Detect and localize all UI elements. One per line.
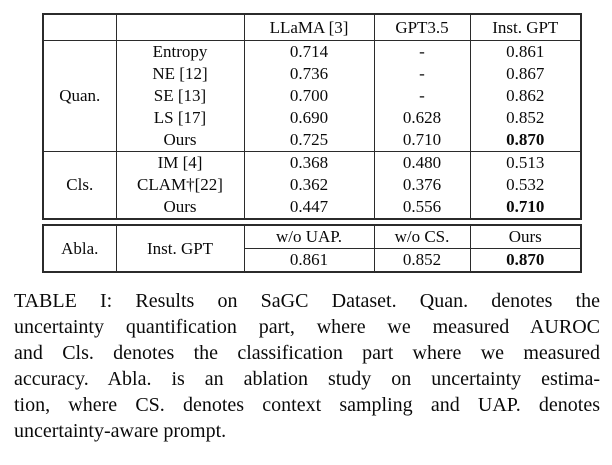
value-cell: 0.532 bbox=[469, 174, 582, 196]
method-label: SE [13] bbox=[115, 85, 245, 107]
results-table: LLaMA [3] GPT3.5 Inst. GPT Quan. Entropy… bbox=[42, 13, 582, 220]
table-row: Ours 0.447 0.556 0.710 bbox=[43, 196, 582, 219]
value-cell: 0.513 bbox=[469, 151, 582, 174]
ablation-model-label: Inst. GPT bbox=[115, 225, 245, 272]
table-row: CLAM†[22] 0.362 0.376 0.532 bbox=[43, 174, 582, 196]
table-row: LS [17] 0.690 0.628 0.852 bbox=[43, 107, 582, 129]
caption-line: uncertainty quantification part, where w… bbox=[14, 316, 600, 338]
table-row: Ours 0.725 0.710 0.870 bbox=[43, 129, 582, 152]
value-cell: 0.447 bbox=[243, 196, 375, 219]
header-empty-cell bbox=[42, 14, 117, 41]
value-cell: 0.690 bbox=[243, 107, 375, 129]
value-cell: 0.861 bbox=[243, 248, 375, 272]
header-llama: LLaMA [3] bbox=[243, 14, 375, 41]
header-gpt35: GPT3.5 bbox=[373, 14, 471, 41]
caption-line: uncertainty-aware prompt. bbox=[14, 420, 227, 442]
value-cell: 0.736 bbox=[243, 63, 375, 85]
paper-page: LLaMA [3] GPT3.5 Inst. GPT Quan. Entropy… bbox=[0, 13, 612, 465]
method-label: Ours bbox=[115, 129, 245, 152]
caption-line: TABLE I: Results on SaGC Dataset. Quan. … bbox=[14, 290, 600, 312]
value-cell-best: 0.870 bbox=[469, 129, 582, 152]
ablation-values-row: 0.861 0.852 0.870 bbox=[43, 248, 582, 272]
group-label-quan: Quan. bbox=[42, 40, 117, 152]
method-label: LS [17] bbox=[115, 107, 245, 129]
value-cell-best: 0.870 bbox=[469, 248, 582, 272]
value-cell: 0.852 bbox=[469, 107, 582, 129]
caption-line: and Cls. denotes the classification part… bbox=[14, 342, 600, 364]
table-row: SE [13] 0.700 - 0.862 bbox=[43, 85, 582, 107]
value-cell: 0.714 bbox=[243, 40, 375, 63]
group-label-abla: Abla. bbox=[42, 225, 117, 272]
method-label: Ours bbox=[115, 196, 245, 219]
table-caption: TABLE I: Results on SaGC Dataset. Quan. … bbox=[14, 288, 600, 444]
value-cell: 0.700 bbox=[243, 85, 375, 107]
ablation-variant-header: w/o UAP. bbox=[243, 225, 375, 249]
table-row: Quan. Entropy 0.714 - 0.861 bbox=[42, 40, 582, 152]
caption-line: accuracy. Abla. is an ablation study on … bbox=[14, 368, 600, 390]
method-label: NE [12] bbox=[115, 63, 245, 85]
value-cell: 0.628 bbox=[373, 107, 471, 129]
table-row: NE [12] 0.736 - 0.867 bbox=[43, 63, 582, 85]
header-empty-cell bbox=[115, 14, 245, 41]
method-label: CLAM†[22] bbox=[115, 174, 245, 196]
caption-line: tion, where CS. denotes context sampling… bbox=[14, 394, 600, 416]
header-instgpt: Inst. GPT bbox=[469, 14, 582, 41]
value-cell: 0.480 bbox=[373, 151, 471, 174]
ablation-table: Abla. Inst. GPT w/o UAP. w/o CS. Ours 0.… bbox=[42, 224, 582, 273]
method-label: Entropy bbox=[115, 40, 245, 63]
value-cell: - bbox=[373, 40, 471, 63]
value-cell: 0.710 bbox=[373, 129, 471, 152]
value-cell: - bbox=[373, 63, 471, 85]
value-cell: 0.861 bbox=[469, 40, 582, 63]
ablation-header-row: Abla. Inst. GPT w/o UAP. w/o CS. Ours bbox=[42, 225, 582, 272]
value-cell: 0.376 bbox=[373, 174, 471, 196]
ablation-variant-header: w/o CS. bbox=[373, 225, 471, 249]
results-table-block: LLaMA [3] GPT3.5 Inst. GPT Quan. Entropy… bbox=[42, 13, 582, 273]
value-cell-best: 0.710 bbox=[469, 196, 582, 219]
group-label-cls: Cls. bbox=[42, 151, 117, 219]
value-cell: - bbox=[373, 85, 471, 107]
value-cell: 0.725 bbox=[243, 129, 375, 152]
value-cell: 0.556 bbox=[373, 196, 471, 219]
value-cell: 0.867 bbox=[469, 63, 582, 85]
table-row: Cls. IM [4] 0.368 0.480 0.513 bbox=[42, 151, 582, 219]
value-cell: 0.362 bbox=[243, 174, 375, 196]
header-row: LLaMA [3] GPT3.5 Inst. GPT bbox=[42, 14, 582, 41]
value-cell: 0.862 bbox=[469, 85, 582, 107]
value-cell: 0.852 bbox=[373, 248, 471, 272]
method-label: IM [4] bbox=[115, 151, 245, 174]
ablation-variant-header: Ours bbox=[469, 225, 582, 249]
value-cell: 0.368 bbox=[243, 151, 375, 174]
